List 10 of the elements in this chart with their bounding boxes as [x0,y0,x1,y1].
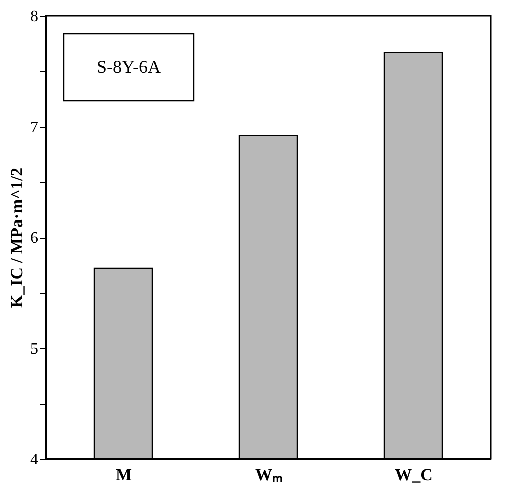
y-tick-label: 6 [30,230,38,247]
y-tick-label: 5 [30,340,38,358]
y-tick-label: 7 [30,119,38,136]
x-tick-label: Wₘ [256,466,282,484]
y-tick-label: 4 [30,452,38,468]
x-tick-label: M [116,466,132,484]
y-axis-title: K_IC / MPa·m^1/2 [8,168,26,308]
x-tick-label: W_C [395,466,433,484]
annotation: S-8Y-6A [96,57,162,77]
y-tick-label: 8 [30,8,38,26]
